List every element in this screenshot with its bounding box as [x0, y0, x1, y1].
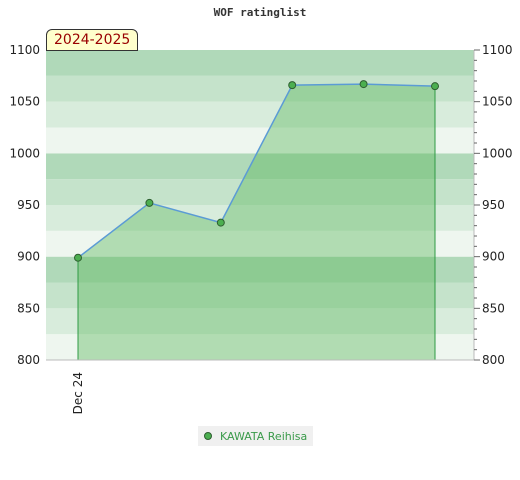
y-tick-label-left: 1050 — [9, 95, 40, 109]
data-point[interactable] — [431, 82, 439, 91]
y-tick-label-right: 900 — [482, 250, 505, 264]
y-tick-label-right: 1000 — [482, 146, 513, 160]
y-tick-label-left: 950 — [17, 198, 40, 212]
axes — [46, 49, 480, 361]
grid-band — [46, 75, 474, 102]
legend[interactable]: KAWATA Reihisa — [198, 426, 314, 446]
grid-band — [46, 256, 474, 283]
season-label: 2024-2025 — [46, 29, 139, 51]
grid-band — [46, 205, 474, 231]
legend-series-name: KAWATA Reihisa — [220, 429, 308, 443]
grid-band — [46, 282, 474, 309]
grid-band — [46, 334, 474, 360]
grid-band — [46, 127, 474, 154]
grid-band — [46, 179, 474, 205]
series-line — [77, 83, 436, 259]
y-tick-label-left: 800 — [17, 353, 40, 367]
x-tick-labels: Dec 24 — [71, 372, 85, 414]
grid-band — [46, 308, 474, 335]
legend-marker-icon — [204, 432, 212, 440]
data-point[interactable] — [74, 253, 82, 262]
y-tick-label-left: 1100 — [9, 43, 40, 57]
data-point[interactable] — [288, 81, 297, 90]
series-area-fill — [78, 84, 435, 360]
y-tick-label-left: 1000 — [9, 146, 40, 160]
grid-band — [46, 230, 474, 257]
chart-title: WOF ratinglist — [214, 6, 307, 19]
y-tick-label-left: 850 — [17, 301, 40, 315]
data-points — [74, 80, 439, 262]
data-point[interactable] — [216, 218, 225, 227]
y-tick-label-right: 1100 — [482, 43, 513, 57]
x-tick-label: Dec 24 — [71, 372, 85, 414]
y-tick-label-right: 850 — [482, 301, 505, 315]
y-tick-label-right: 800 — [482, 353, 505, 367]
data-point[interactable] — [145, 198, 154, 207]
data-point[interactable] — [359, 80, 368, 89]
y-tick-label-right: 950 — [482, 198, 505, 212]
series-area — [77, 83, 436, 360]
y-tick-label-left: 900 — [17, 250, 40, 264]
y-tick-label-right: 1050 — [482, 95, 513, 109]
y-tick-labels: 800 800 850 850 900 900 950 950 1000 1000 1050 1050… — [9, 43, 512, 367]
background-bands — [46, 50, 474, 360]
grid-band — [46, 101, 474, 128]
grid-band — [46, 153, 474, 180]
grid-band — [46, 50, 474, 76]
